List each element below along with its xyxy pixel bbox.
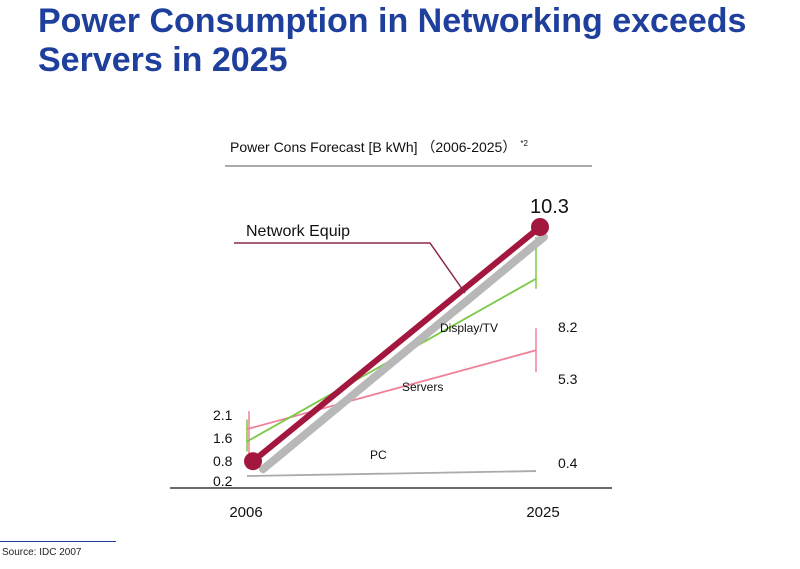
point-network-equip-2025 [531,218,549,236]
chart-title: Power Cons Forecast [B kWh] （2006-2025） *… [230,139,528,155]
start-label-display-tv: 1.6 [213,430,233,446]
end-label-network-equip: 10.3 [530,196,569,218]
x-tick-label-2006: 2006 [229,504,262,521]
series-label-pc: PC [370,448,387,462]
series-label-servers: Servers [402,380,443,394]
series-line-servers [246,349,537,431]
slide-title-line-1: Power Consumption in Networking exceeds [38,2,747,40]
end-label-pc: 0.4 [558,455,578,471]
end-label-display-tv: 8.2 [558,319,578,335]
series-label-network-equip: Network Equip [246,223,350,240]
end-label-servers: 5.3 [558,371,578,387]
source-note: Source: IDC 2007 [2,547,82,558]
source-divider [0,541,116,542]
network-equip-callout-line [234,242,466,294]
point-network-equip-2006 [244,452,262,471]
chart-marks [244,218,549,477]
slide-title: Power Consumption in Networking exceeds … [38,2,798,80]
start-label-network-equip: 0.8 [213,453,233,469]
series-line-pc [246,470,537,477]
x-tick-label-2025: 2025 [526,504,559,521]
network-equip-shadow [259,233,548,474]
series-line-network-equip [250,224,543,465]
series-label-display-tv: Display/TV [440,321,498,335]
slide-title-line-2: Servers in 2025 [38,41,288,79]
start-label-pc: 0.2 [213,473,233,489]
start-label-servers: 2.1 [213,407,233,423]
